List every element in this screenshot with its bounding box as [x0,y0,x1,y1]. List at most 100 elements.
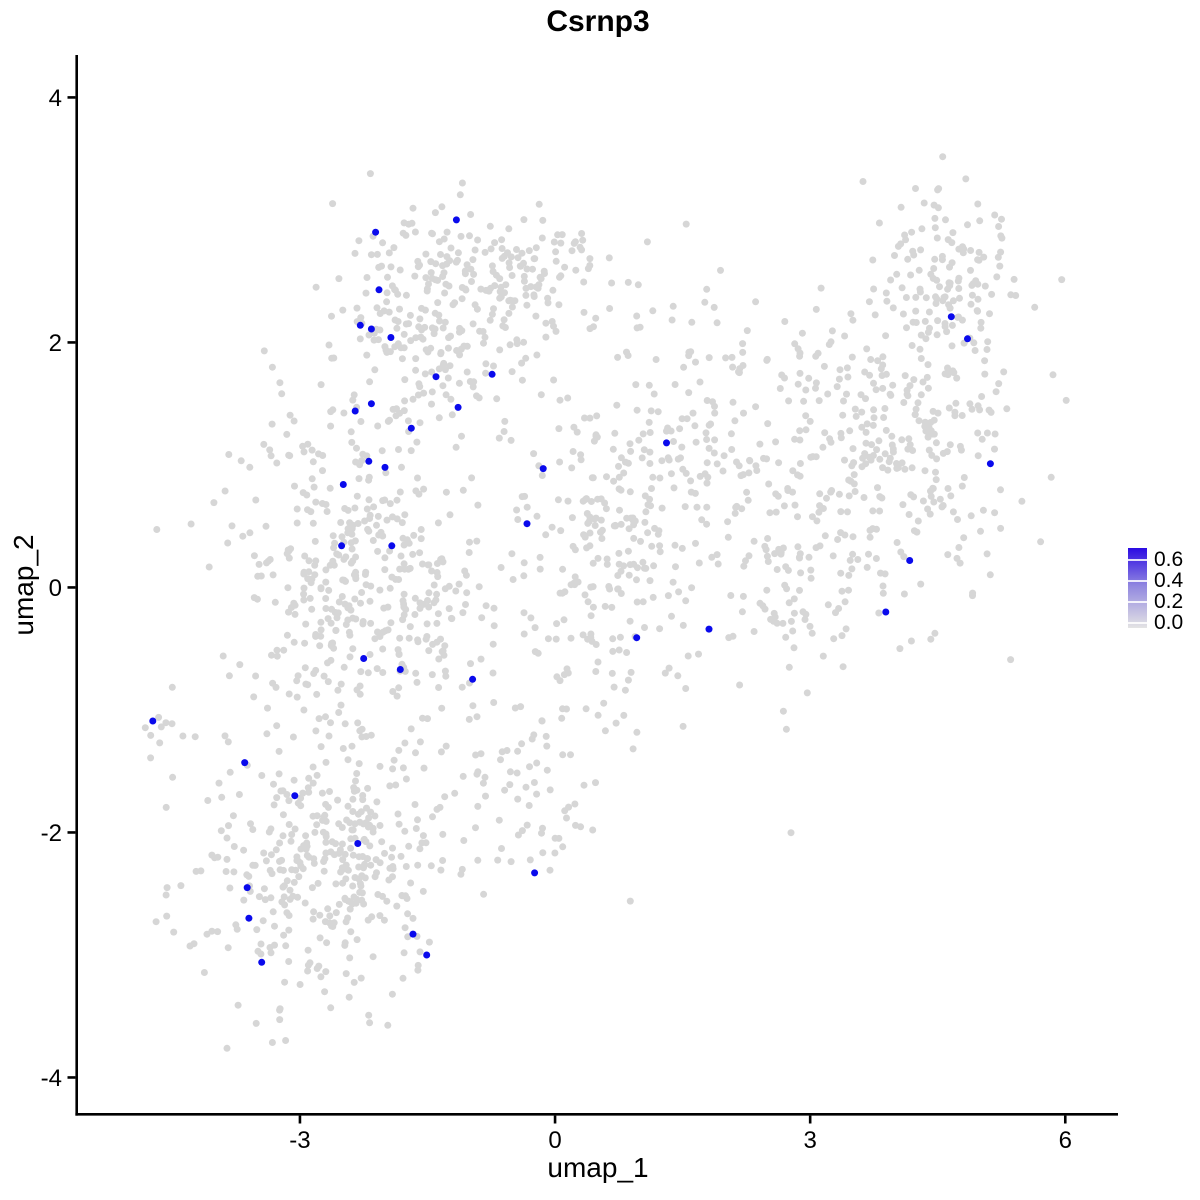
y-axis-title: umap_2 [8,534,39,636]
cell-point [347,835,355,843]
cell-point [584,519,592,527]
cell-point [863,563,871,571]
expressing-cell-point [539,465,547,473]
cell-point [487,245,495,253]
cell-point [837,508,845,516]
cell-point [752,298,760,306]
cell-point [888,441,896,449]
cell-point [442,672,450,680]
cell-point [546,866,554,874]
cell-point [1018,497,1026,505]
cell-point [456,328,463,336]
cell-point [221,732,229,740]
expressing-cell-point [705,625,713,633]
cell-point [612,719,620,727]
cell-point [317,585,325,593]
cell-point [223,855,231,863]
cell-point [325,732,333,740]
cell-point [458,683,466,691]
cell-point [399,764,407,772]
cell-point [687,477,695,485]
cell-point [902,294,910,301]
cell-point [287,837,295,845]
cell-point [970,339,978,347]
cell-point [309,779,317,787]
cell-point [616,633,624,641]
cell-point [267,452,275,460]
cell-point [905,511,913,518]
cell-point [934,317,942,325]
cell-point [484,286,492,294]
cell-point [308,475,316,483]
cell-point [306,959,314,967]
cell-point [395,746,403,754]
cell-point [530,293,538,300]
expressing-cell-point [407,424,415,432]
cell-point [615,646,623,654]
cell-point [571,546,579,554]
cell-point [713,460,721,468]
cell-point [841,332,849,340]
cell-point [639,430,647,438]
cell-point [520,338,528,346]
cell-point [707,420,715,428]
cell-point [648,542,656,550]
cell-point [411,801,419,808]
cell-point [661,669,669,677]
cell-point [329,406,337,414]
cell-point [322,595,330,602]
cell-point [373,250,381,258]
cell-point [668,612,675,620]
cell-point [400,590,408,598]
cell-point [533,759,541,767]
cell-point [157,723,165,731]
cell-point [536,553,544,561]
cell-point [816,542,824,550]
cell-point [441,289,449,297]
cell-point [557,272,565,280]
expressing-cell-point [469,675,477,683]
cell-point [513,769,521,777]
colorbar-tick [1128,580,1147,582]
cell-point [592,668,600,675]
cell-point [409,204,417,212]
cell-point [312,727,320,735]
cell-point [168,720,176,728]
cell-point [414,638,422,646]
cell-point [422,250,430,258]
cell-point [681,503,689,511]
cell-point [286,452,294,460]
cell-point [824,390,832,398]
cell-point [678,544,686,552]
cell-point [787,617,795,625]
cell-point [739,340,747,348]
cell-point [374,422,382,430]
cell-point [359,620,367,628]
cell-point [413,438,421,446]
cell-point [819,505,827,512]
cell-point [384,1021,392,1029]
colorbar-label: 0.0 [1154,611,1184,634]
cell-point [646,460,654,467]
cell-point [350,978,358,986]
cell-point [332,880,340,888]
cell-point [531,255,539,263]
cell-point [425,938,433,946]
cell-point [633,576,640,584]
cell-point [539,824,546,832]
cell-point [452,587,460,595]
cell-point [169,773,177,781]
cell-point [351,249,359,257]
cell-point [587,612,595,620]
cell-point [944,485,952,492]
cell-point [360,836,368,844]
cell-point [318,500,326,507]
cell-point [931,255,939,263]
cell-point [479,779,487,787]
cell-point [246,529,254,537]
cell-point [546,786,554,794]
cell-point [656,625,664,633]
cell-point [428,567,436,575]
cell-point [488,310,496,318]
cell-point [991,509,999,517]
